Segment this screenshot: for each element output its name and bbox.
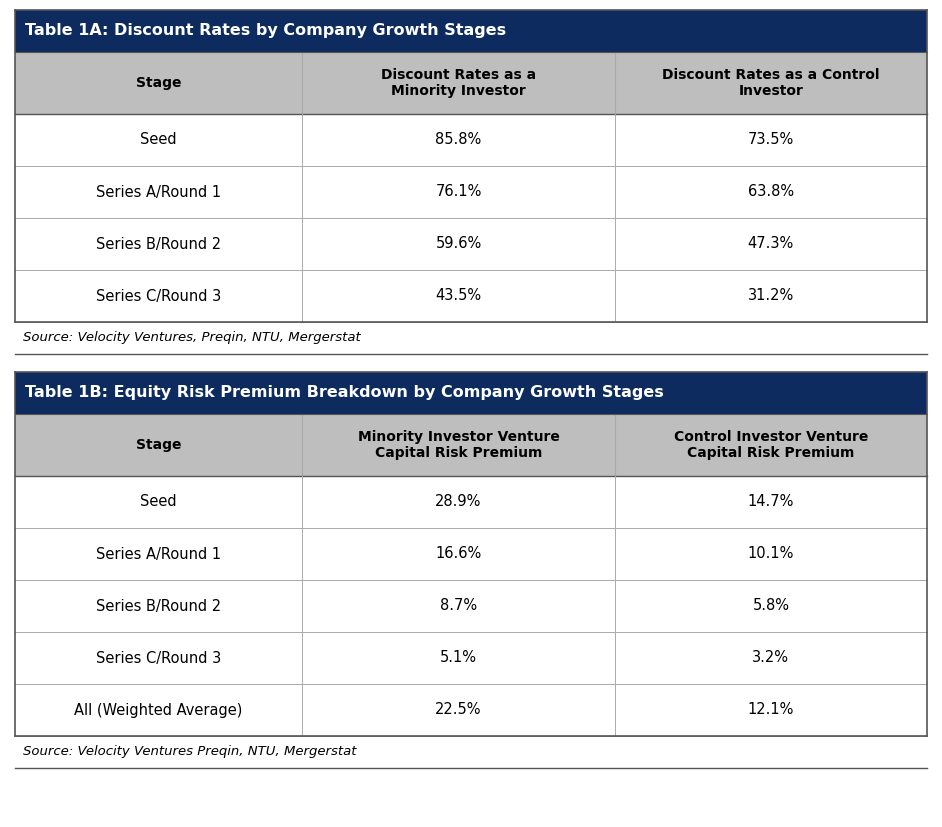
- Text: Minority Investor Venture
Capital Risk Premium: Minority Investor Venture Capital Risk P…: [358, 430, 560, 460]
- Text: 63.8%: 63.8%: [748, 184, 794, 199]
- Bar: [15, 476, 927, 528]
- Text: Series C/Round 3: Series C/Round 3: [96, 289, 221, 304]
- Text: 5.8%: 5.8%: [753, 599, 789, 614]
- Text: 22.5%: 22.5%: [435, 702, 481, 718]
- Text: 47.3%: 47.3%: [748, 237, 794, 251]
- Text: 73.5%: 73.5%: [748, 132, 794, 147]
- Bar: [15, 632, 927, 684]
- Bar: [15, 52, 927, 114]
- Text: Series A/Round 1: Series A/Round 1: [96, 547, 221, 562]
- Text: Stage: Stage: [136, 438, 182, 452]
- Text: 10.1%: 10.1%: [748, 547, 794, 562]
- Text: Series C/Round 3: Series C/Round 3: [96, 651, 221, 666]
- Text: 76.1%: 76.1%: [435, 184, 481, 199]
- Text: Source: Velocity Ventures Preqin, NTU, Mergerstat: Source: Velocity Ventures Preqin, NTU, M…: [23, 745, 356, 758]
- Text: 12.1%: 12.1%: [748, 702, 794, 718]
- Text: Series B/Round 2: Series B/Round 2: [96, 599, 221, 614]
- Text: All (Weighted Average): All (Weighted Average): [74, 702, 243, 718]
- Text: 3.2%: 3.2%: [753, 651, 789, 666]
- Text: Control Investor Venture
Capital Risk Premium: Control Investor Venture Capital Risk Pr…: [674, 430, 868, 460]
- Text: 16.6%: 16.6%: [435, 547, 481, 562]
- Text: 5.1%: 5.1%: [440, 651, 477, 666]
- Text: Discount Rates as a
Minority Investor: Discount Rates as a Minority Investor: [381, 68, 536, 98]
- Text: 59.6%: 59.6%: [435, 237, 481, 251]
- Text: 28.9%: 28.9%: [435, 495, 481, 509]
- Text: Table 1A: Discount Rates by Company Growth Stages: Table 1A: Discount Rates by Company Grow…: [25, 23, 506, 39]
- Bar: [15, 684, 927, 736]
- Bar: [15, 166, 927, 218]
- Text: Stage: Stage: [136, 76, 182, 90]
- Bar: [15, 270, 927, 322]
- Bar: [15, 528, 927, 580]
- Text: 14.7%: 14.7%: [748, 495, 794, 509]
- Bar: [15, 372, 927, 414]
- Text: Source: Velocity Ventures, Preqin, NTU, Mergerstat: Source: Velocity Ventures, Preqin, NTU, …: [23, 332, 361, 345]
- Bar: [15, 580, 927, 632]
- Text: Table 1B: Equity Risk Premium Breakdown by Company Growth Stages: Table 1B: Equity Risk Premium Breakdown …: [25, 385, 664, 400]
- Text: 85.8%: 85.8%: [435, 132, 481, 147]
- Text: 31.2%: 31.2%: [748, 289, 794, 304]
- Text: Seed: Seed: [140, 495, 177, 509]
- Text: 8.7%: 8.7%: [440, 599, 477, 614]
- Bar: [15, 218, 927, 270]
- Text: Discount Rates as a Control
Investor: Discount Rates as a Control Investor: [662, 68, 880, 98]
- Text: Series B/Round 2: Series B/Round 2: [96, 237, 221, 251]
- Bar: [15, 10, 927, 52]
- Text: Series A/Round 1: Series A/Round 1: [96, 184, 221, 199]
- Text: 43.5%: 43.5%: [435, 289, 481, 304]
- Bar: [15, 114, 927, 166]
- Bar: [15, 414, 927, 476]
- Text: Seed: Seed: [140, 132, 177, 147]
